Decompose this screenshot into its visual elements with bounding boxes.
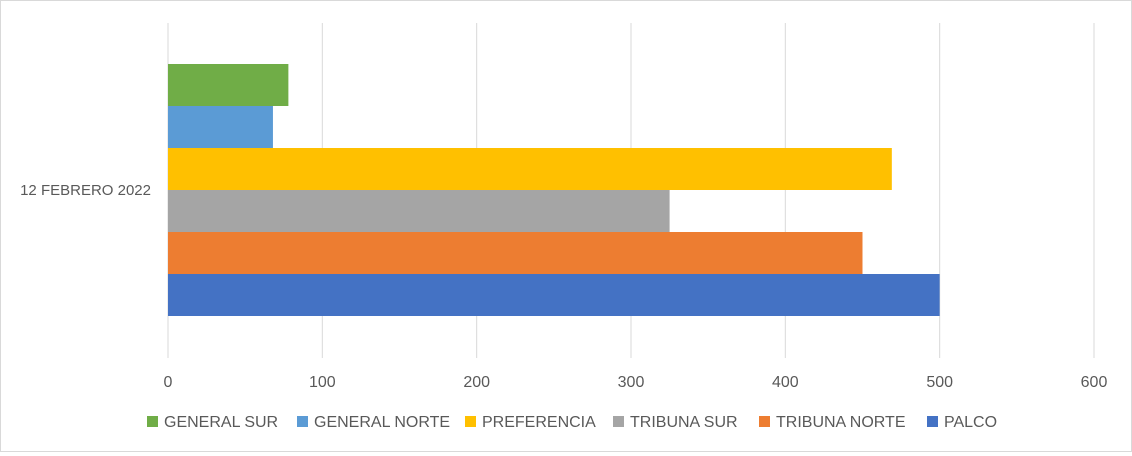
- legend-swatch: [147, 416, 158, 427]
- bar-preferencia: [168, 148, 892, 190]
- legend-label: TRIBUNA NORTE: [776, 414, 906, 431]
- bar-palco: [168, 274, 940, 316]
- legend-swatch: [465, 416, 476, 427]
- legend-label: PREFERENCIA: [482, 414, 596, 431]
- legend-label: TRIBUNA SUR: [630, 414, 738, 431]
- y-axis-categories: 12 FEBRERO 2022: [20, 182, 151, 199]
- bar-group: [168, 64, 940, 316]
- legend-label: PALCO: [944, 414, 997, 431]
- x-tick-label: 400: [772, 374, 799, 391]
- category-label: 12 FEBRERO 2022: [20, 182, 151, 199]
- legend-swatch: [613, 416, 624, 427]
- x-tick-label: 600: [1081, 374, 1108, 391]
- legend: GENERAL SUR GENERAL NORTE PREFERENCIA TRIBU…: [147, 414, 997, 431]
- x-tick-label: 200: [463, 374, 490, 391]
- legend-swatch: [759, 416, 770, 427]
- x-axis-ticks: 0 100 200 300 400 500 600: [164, 374, 1108, 391]
- legend-swatch: [927, 416, 938, 427]
- x-tick-label: 300: [618, 374, 645, 391]
- bar-tribuna-sur: [168, 190, 670, 232]
- x-tick-label: 0: [164, 374, 173, 391]
- legend-label: GENERAL NORTE: [314, 414, 450, 431]
- x-tick-label: 500: [926, 374, 953, 391]
- legend-swatch: [297, 416, 308, 427]
- bar-tribuna-norte: [168, 232, 863, 274]
- bar-general-norte: [168, 106, 273, 148]
- legend-label: GENERAL SUR: [164, 414, 278, 431]
- bar-general-sur: [168, 64, 289, 106]
- x-tick-label: 100: [309, 374, 336, 391]
